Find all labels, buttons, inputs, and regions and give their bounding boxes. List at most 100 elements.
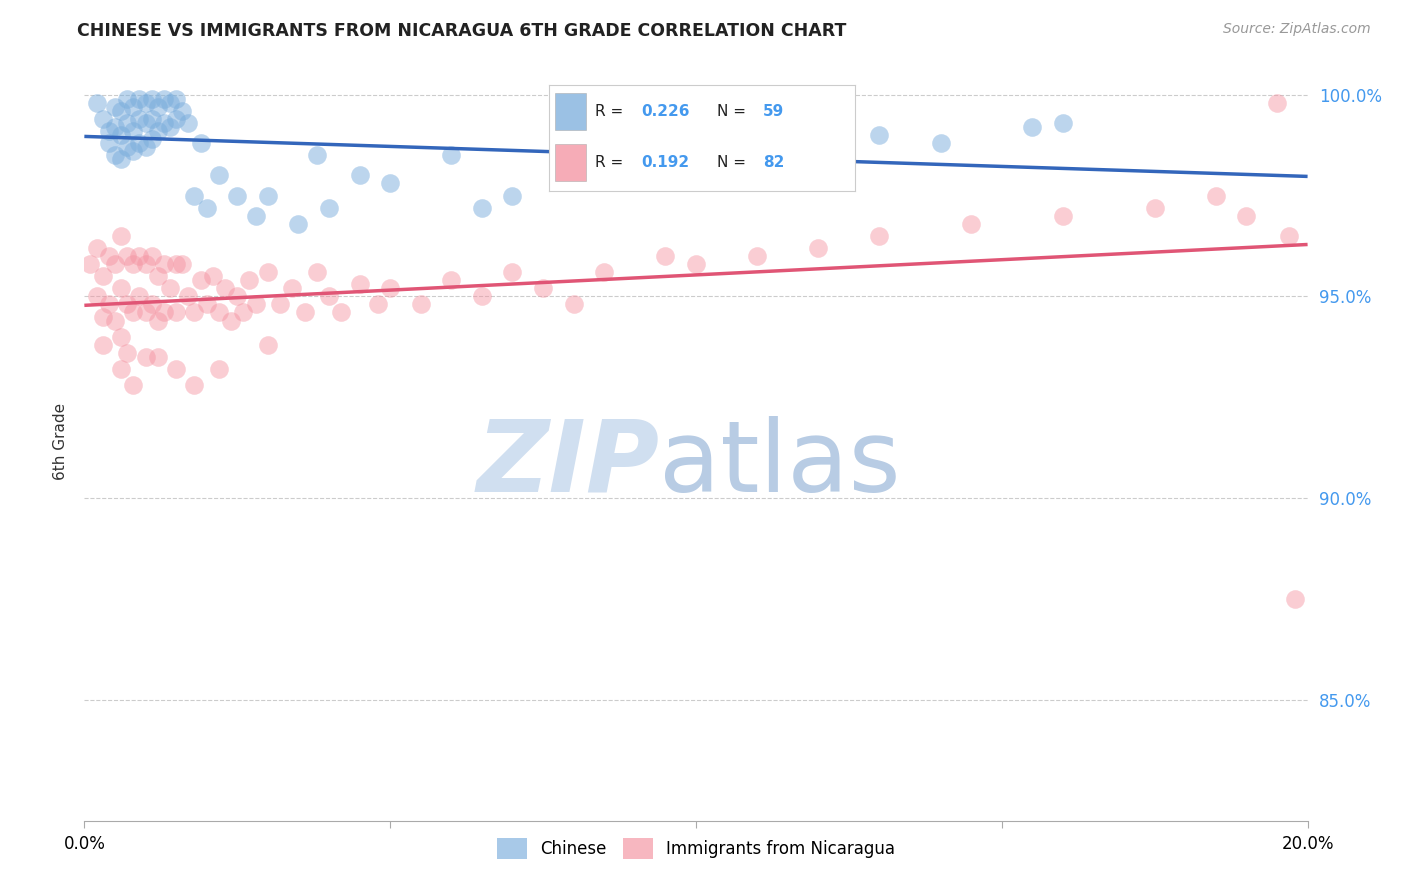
Y-axis label: 6th Grade: 6th Grade [53,403,69,480]
Point [747,136,769,150]
Point [91,112,114,126]
Point [624,161,647,175]
Point [165,257,187,271]
Point [135,95,157,110]
Point [115,92,138,106]
Point [141,112,163,126]
Point [122,100,145,114]
Point [91,269,114,284]
Text: Source: ZipAtlas.com: Source: ZipAtlas.com [1223,22,1371,37]
Point [141,92,163,106]
Point [409,297,432,311]
Point [165,305,187,319]
Point [226,289,249,303]
Point [330,305,353,319]
Point [807,241,830,255]
Point [177,289,200,303]
Point [135,257,157,271]
Point [146,124,169,138]
Point [869,128,891,142]
Point [294,305,316,319]
Point [115,297,138,311]
Point [128,136,150,150]
Point [208,362,231,376]
Point [208,305,231,319]
Point [110,228,132,243]
Point [245,297,267,311]
Point [531,281,554,295]
Point [232,305,254,319]
Point [141,132,163,146]
Point [110,362,132,376]
Point [502,265,524,279]
Point [257,188,280,202]
Point [159,281,181,295]
Point [1143,201,1166,215]
Point [1284,591,1306,606]
Point [122,144,145,158]
Point [305,265,328,279]
Point [104,120,127,134]
Point [226,188,249,202]
Point [122,124,145,138]
Point [153,305,176,319]
Point [807,156,830,170]
Point [349,169,371,183]
Point [190,273,212,287]
Point [195,297,218,311]
Point [97,249,120,263]
Point [165,92,187,106]
Point [172,103,194,118]
Point [318,201,340,215]
Point [502,188,524,202]
Point [146,100,169,114]
Point [110,153,132,167]
Point [1236,209,1258,223]
Point [562,169,585,183]
Point [104,100,127,114]
Point [79,257,101,271]
Point [104,313,127,327]
Point [135,140,157,154]
Point [245,209,267,223]
Point [747,249,769,263]
Point [960,217,983,231]
Point [1021,120,1043,134]
Point [281,281,304,295]
Point [1205,188,1227,202]
Point [86,289,108,303]
Point [159,95,181,110]
Point [183,305,205,319]
Point [440,148,463,162]
Point [685,148,707,162]
Point [214,281,236,295]
Point [238,273,260,287]
Point [128,289,150,303]
Text: CHINESE VS IMMIGRANTS FROM NICARAGUA 6TH GRADE CORRELATION CHART: CHINESE VS IMMIGRANTS FROM NICARAGUA 6TH… [77,22,846,40]
Legend: Chinese, Immigrants from Nicaragua: Chinese, Immigrants from Nicaragua [489,831,903,865]
Point [367,297,389,311]
Point [929,136,952,150]
Point [128,92,150,106]
Point [153,257,176,271]
Point [91,337,114,351]
Point [190,136,212,150]
Point [183,188,205,202]
Point [135,350,157,364]
Text: ZIP: ZIP [477,416,659,513]
Point [305,148,328,162]
Point [146,313,169,327]
Point [685,257,707,271]
Point [471,289,494,303]
Point [1052,209,1074,223]
Point [115,249,138,263]
Point [380,281,402,295]
Point [177,116,200,130]
Point [153,92,176,106]
Point [141,297,163,311]
Point [380,177,402,191]
Point [141,249,163,263]
Point [104,257,127,271]
Point [110,281,132,295]
Point [1052,116,1074,130]
